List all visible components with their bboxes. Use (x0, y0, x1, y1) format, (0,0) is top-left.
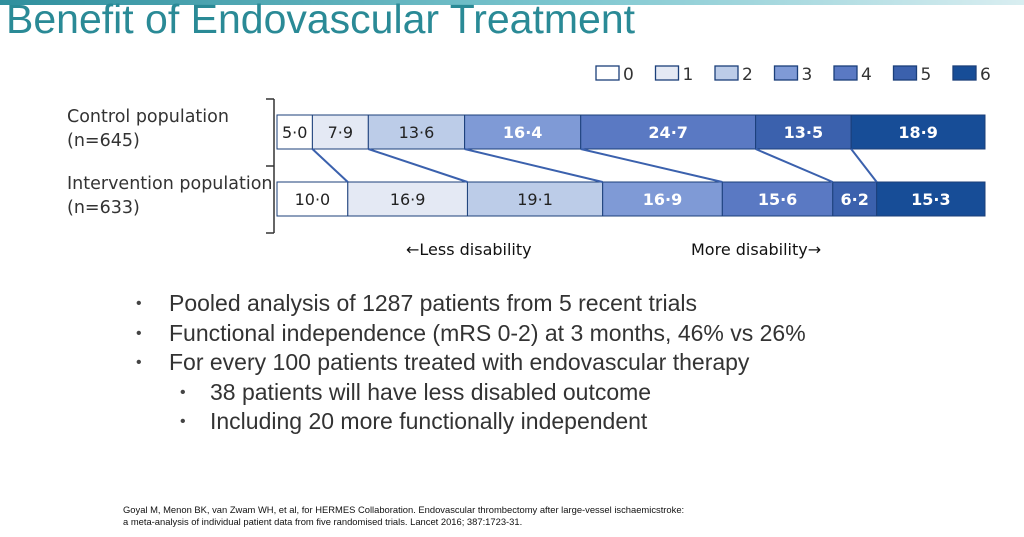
data-label: 13·6 (399, 123, 435, 142)
legend-swatch-1 (654, 65, 680, 81)
connector-line (311, 148, 349, 183)
bar-segment-control-3 (464, 114, 582, 150)
bar-segment-control-5 (755, 114, 852, 150)
legend-swatch-3 (773, 65, 799, 81)
data-label: 7·9 (328, 123, 353, 142)
legend-label: 0 (623, 65, 634, 85)
legend-label: 6 (980, 65, 991, 85)
legend-swatch-2 (714, 65, 739, 81)
citation-line-2: a meta-analysis of individual patient da… (123, 515, 523, 527)
bar-segment-control-0 (276, 114, 313, 150)
row-label: (n=645) (67, 131, 140, 151)
bullet-list: Pooled analysis of 1287 patients from 5 … (136, 289, 806, 437)
row-label: (n=633) (67, 198, 140, 218)
bar-segment-control-6 (850, 114, 986, 150)
data-label: 24·7 (648, 123, 687, 142)
data-label: 16·9 (643, 190, 682, 209)
bullet-item: For every 100 patients treated with endo… (136, 348, 806, 378)
bullet-item: Including 20 more functionally independe… (138, 407, 806, 437)
bullet-item: 38 patients will have less disabled outc… (138, 378, 806, 408)
legend-swatch-5 (892, 65, 918, 81)
connector-line (464, 148, 603, 183)
bullet-item: Functional independence (mRS 0-2) at 3 m… (136, 319, 806, 349)
data-label: 5·0 (282, 123, 307, 142)
data-label: 16·4 (503, 123, 542, 142)
connector-line (368, 148, 468, 183)
mrs-distribution-chart: 5·0 7·9 13·6 16·4 24·7 13·5 18·9 Control popula… (67, 65, 991, 259)
legend-swatch-6 (952, 65, 977, 81)
data-label: 6·2 (841, 190, 869, 209)
data-label: 15·3 (911, 190, 950, 209)
connector-line (755, 148, 834, 183)
connector-line (580, 148, 723, 183)
bar-segment-control-2 (367, 114, 466, 150)
row-label: Control population (67, 107, 229, 127)
row-label: Intervention population (67, 174, 273, 194)
bullet-item: Pooled analysis of 1287 patients from 5 … (136, 289, 806, 319)
bar-segment-intervention-4 (721, 181, 834, 217)
legend-label: 1 (683, 65, 694, 85)
citation: Goyal M, Menon BK, van Zwam WH, et al, f… (123, 504, 684, 527)
legend-swatch-0 (595, 65, 620, 81)
legend-label: 3 (802, 65, 813, 85)
data-label: 18·9 (898, 123, 937, 142)
bar-segment-intervention-0 (276, 181, 349, 217)
connector-line (850, 148, 878, 183)
legend-label: 5 (921, 65, 932, 85)
less-disability-annotation: ←Less disability (406, 240, 532, 259)
legend-swatch-4 (833, 65, 858, 81)
bar-segment-intervention-1 (347, 181, 468, 217)
legend-label: 4 (861, 65, 872, 85)
data-label: 10·0 (295, 190, 331, 209)
more-disability-annotation: More disability→ (691, 240, 821, 259)
slide-title: Benefit of Endovascular Treatment (6, 0, 636, 42)
citation-line-1: Goyal M, Menon BK, van Zwam WH, et al, f… (123, 504, 685, 515)
data-label: 16·9 (390, 190, 426, 209)
bar-segment-intervention-6 (876, 181, 986, 217)
data-label: 13·5 (784, 123, 823, 142)
legend-label: 2 (742, 65, 753, 85)
bar-segment-intervention-5 (832, 181, 878, 217)
top-accent-rule (0, 0, 1024, 5)
data-label: 19·1 (517, 190, 553, 209)
data-label: 15·6 (758, 190, 797, 209)
bar-segment-intervention-3 (602, 181, 723, 217)
bar-segment-control-4 (580, 114, 757, 150)
